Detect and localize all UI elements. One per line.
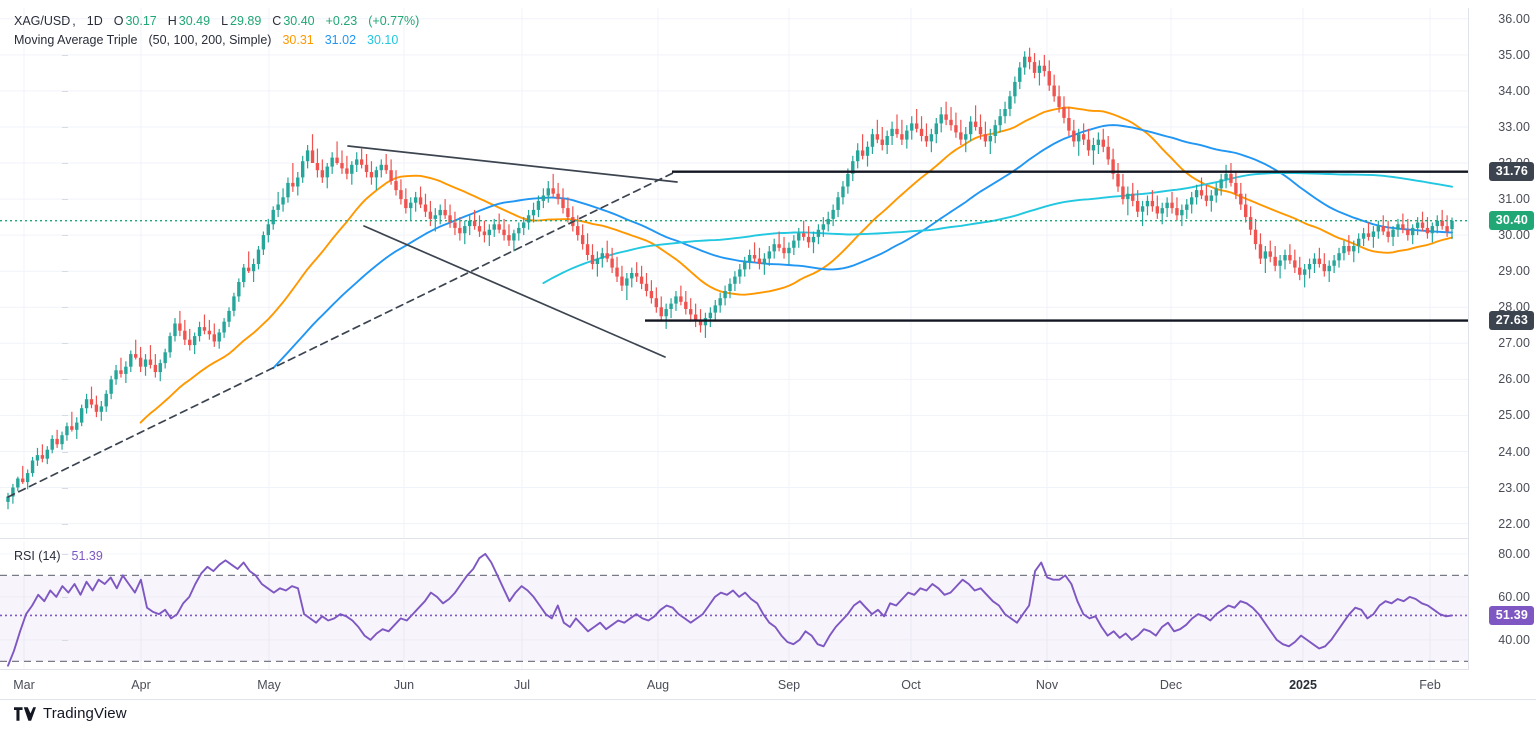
price-tick-mark [62,451,68,453]
price-axis-label: 36.00 [1498,11,1530,26]
time-axis-bottom-border [0,699,1536,700]
rsi-axis-label: 40.00 [1498,632,1530,647]
rsi-plot-svg [0,541,1468,670]
time-axis-label: Nov [1035,678,1059,692]
rsi-value-badge[interactable]: 51.39 [1488,605,1534,625]
price-tick-mark [62,127,68,128]
price-tick-mark [62,379,68,381]
price-axis-label: 35.00 [1498,47,1530,62]
current-price-badge[interactable]: 30.40 [1488,211,1534,231]
rsi-tick-mark [62,596,68,598]
rsi-tick-mark [62,553,68,555]
price-axis-label: 27.00 [1498,336,1530,351]
time-axis-label: Aug [646,678,670,692]
price-tick-mark [62,271,68,273]
tradingview-branding: TradingView [14,705,127,722]
price-pane[interactable] [0,8,1468,538]
price-axis-label: 30.00 [1498,228,1530,243]
price-tick-mark [62,54,68,56]
price-tick-mark [62,235,68,237]
time-axis-label: Jul [514,678,530,692]
price-axis-label: 28.00 [1498,300,1530,315]
price-tick-mark [62,18,68,20]
price-tick-mark [62,307,68,309]
price-axis-label: 31.00 [1498,192,1530,207]
level-price-badge[interactable]: 27.63 [1488,311,1534,331]
price-tick-mark [62,487,68,489]
pane-divider [0,538,1468,539]
price-axis-label: 26.00 [1498,372,1530,387]
price-axis-label: 23.00 [1498,480,1530,495]
time-axis-label: 2025 [1289,678,1317,692]
tradingview-label: TradingView [43,705,127,722]
time-axis-label: May [257,678,281,692]
price-tick-mark [62,415,68,417]
price-tick-mark [62,199,68,201]
time-axis[interactable]: Mar Apr May Jun Jul Aug Sep Oct Nov Dec 2025 Feb [0,670,1468,700]
time-axis-label: Sep [777,678,801,692]
time-axis-top-border [0,669,1468,670]
price-tick-mark [62,90,68,92]
price-tick-mark [62,163,68,164]
price-axis-label: 22.00 [1498,516,1530,531]
price-axis-label: 34.00 [1498,83,1530,98]
price-tick-mark [62,523,68,525]
price-axis-label: 29.00 [1498,264,1530,279]
time-axis-label: Dec [1159,678,1183,692]
time-axis-label: Jun [393,678,415,692]
rsi-axis-label: 60.00 [1498,589,1530,604]
price-axis-label: 24.00 [1498,444,1530,459]
price-plot-svg [0,8,1468,538]
time-axis-label: Mar [13,678,35,692]
rsi-pane[interactable] [0,541,1468,670]
price-tick-mark [62,343,68,345]
rsi-axis-label: 80.00 [1498,546,1530,561]
price-axis-label: 33.00 [1498,120,1530,134]
tradingview-logo-icon [14,706,36,721]
time-axis-label: Feb [1419,678,1441,692]
time-axis-label: Apr [131,678,151,692]
time-axis-label: Oct [901,678,921,692]
rsi-tick-mark [62,639,68,641]
level-price-badge[interactable]: 31.76 [1488,162,1534,182]
price-axis-label: 25.00 [1498,408,1530,423]
price-scale-divider [1468,8,1469,670]
